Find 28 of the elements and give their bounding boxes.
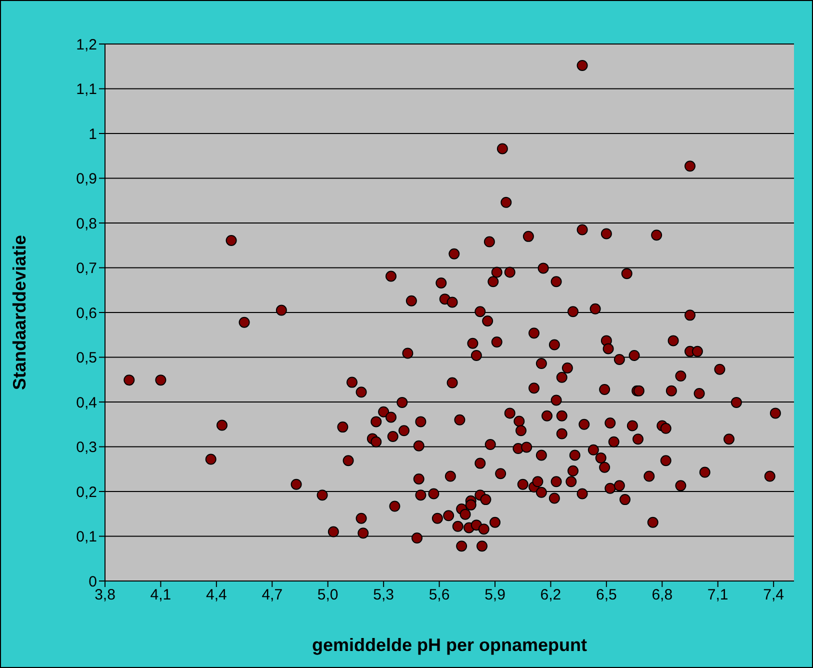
x-tick-label: 4,7	[262, 586, 283, 604]
x-tick-label: 4,1	[150, 586, 172, 604]
x-axis-title: gemiddelde pH per opnamepunt	[312, 635, 588, 655]
y-tick-label: 0,1	[76, 528, 97, 546]
x-tick-label: 6,8	[652, 586, 673, 604]
x-tick-label: 3,8	[94, 586, 116, 604]
x-tick-label: 5,3	[373, 586, 394, 604]
y-tick-label: 0,6	[76, 304, 97, 322]
y-tick-label: 1	[88, 126, 97, 143]
y-tick-label: 0,5	[76, 350, 97, 367]
x-tick-label: 6,2	[540, 586, 562, 604]
x-tick-label: 5,6	[428, 586, 450, 604]
y-tick-label: 0	[88, 573, 97, 590]
x-tick-label: 7,1	[707, 586, 728, 604]
y-tick-label: 0,2	[76, 484, 97, 501]
y-axis-title: Standaarddeviatie	[9, 234, 30, 390]
x-tick-label: 6,5	[596, 586, 617, 604]
y-tick-label: 0,4	[76, 394, 97, 412]
x-tick-label: 5,9	[484, 586, 506, 604]
y-tick-label: 0,3	[76, 439, 97, 456]
x-tick-label: 5,0	[317, 586, 338, 604]
y-tick-label: 1,2	[76, 36, 97, 54]
x-tick-label: 7,4	[763, 586, 784, 604]
y-tick-label: 1,1	[76, 81, 97, 98]
y-tick-label: 0,8	[76, 215, 97, 232]
x-tick-label: 4,4	[206, 586, 227, 604]
y-tick-label: 0,9	[76, 170, 97, 188]
y-tick-label: 0,7	[76, 260, 97, 278]
